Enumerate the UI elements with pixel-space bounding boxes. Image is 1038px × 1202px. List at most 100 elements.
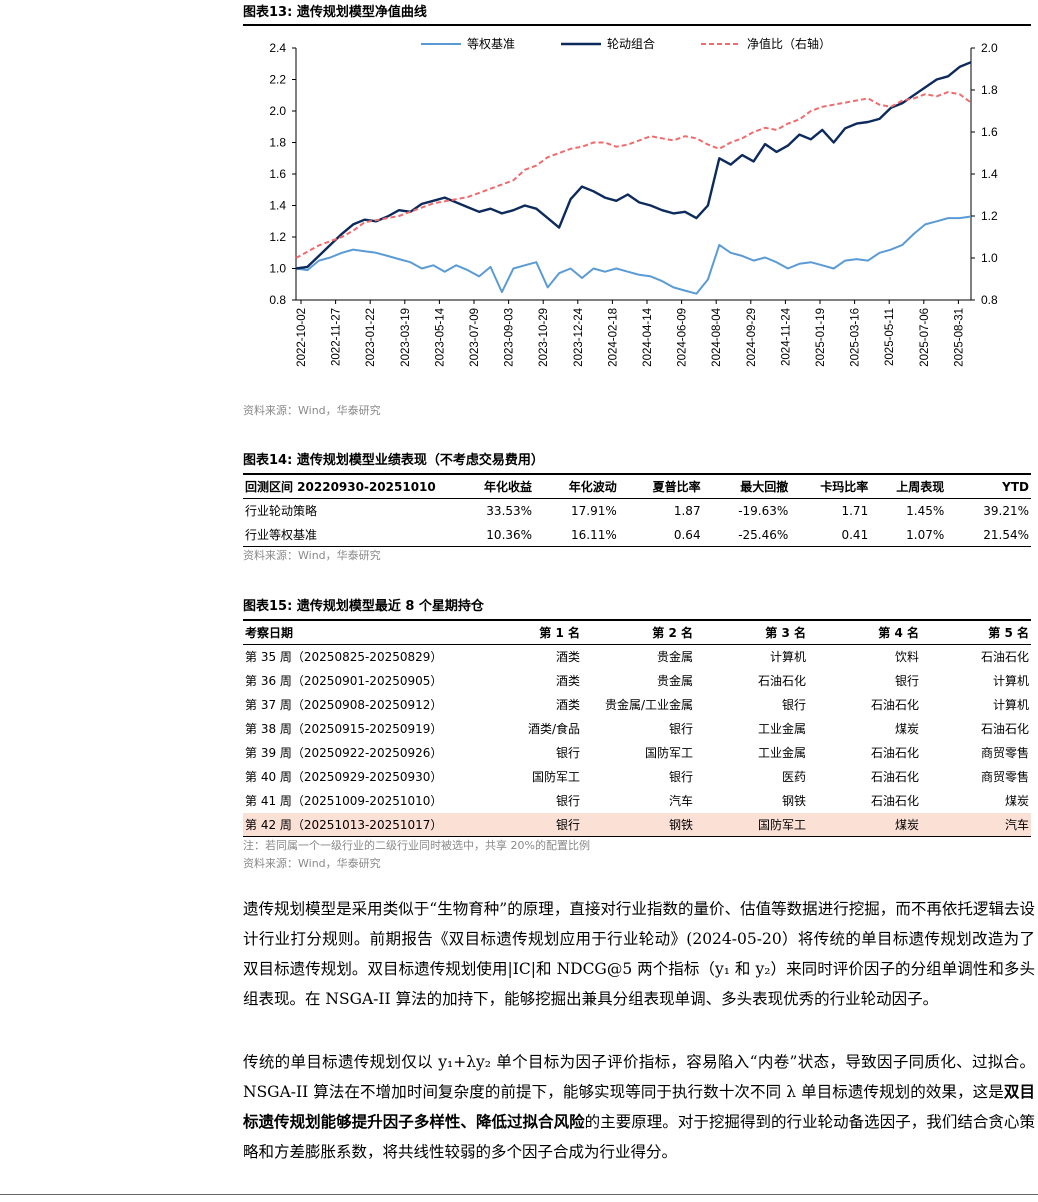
table-cell: 医药 bbox=[781, 770, 806, 784]
left-tick-label: 0.8 bbox=[269, 293, 286, 307]
fig14-bottom-rule bbox=[243, 546, 1031, 547]
right-tick-label: 1.2 bbox=[981, 209, 998, 223]
col-header: 卡玛比率 bbox=[820, 480, 869, 494]
legend-label: 净值比（右轴） bbox=[747, 36, 831, 51]
left-tick-label: 1.6 bbox=[269, 167, 286, 181]
x-tick-label: 2023-10-29 bbox=[538, 308, 550, 367]
left-tick-label: 2.4 bbox=[269, 41, 286, 55]
table-cell: 酒类/食品 bbox=[527, 722, 580, 736]
table-cell: 行业轮动策略 bbox=[245, 504, 318, 518]
table-cell: -25.46% bbox=[738, 528, 789, 542]
x-tick-label: 2025-08-31 bbox=[953, 308, 965, 367]
x-tick-label: 2024-04-14 bbox=[642, 307, 654, 366]
table-cell: 第 36 周（20250901-20250905） bbox=[245, 674, 443, 688]
paragraph-2: 传统的单目标遗传规划仅以 y₁+λy₂ 单个目标为因子评价指标，容易陷入“内卷”… bbox=[243, 1047, 1035, 1167]
table-cell: 银行 bbox=[668, 770, 693, 784]
table-row-highlighted: 第 42 周（20251013-20251017） 银行 钢铁 国防军工 煤炭 … bbox=[243, 813, 1031, 837]
left-tick-label: 1.8 bbox=[269, 136, 286, 150]
table-row: 行业等权基准 10.36% 16.11% 0.64 -25.46% 0.41 1… bbox=[243, 523, 1031, 547]
x-tick-label: 2024-08-04 bbox=[711, 307, 723, 366]
table-cell: 0.41 bbox=[841, 528, 869, 542]
table-cell: -19.63% bbox=[738, 504, 789, 518]
legend-label: 轮动组合 bbox=[607, 36, 655, 51]
col-header: 第 3 名 bbox=[765, 626, 806, 640]
table-cell: 16.11% bbox=[571, 528, 617, 542]
left-tick-label: 1.0 bbox=[269, 262, 286, 276]
right-tick-label: 1.4 bbox=[981, 167, 998, 181]
fig14-title: 图表14: 遗传规划模型业绩表现（不考虑交易费用） bbox=[243, 453, 544, 468]
col-header: 上周表现 bbox=[896, 480, 945, 494]
table-cell: 石油石化 bbox=[870, 770, 919, 784]
col-header: 年化收益 bbox=[484, 480, 533, 494]
x-tick-label: 2025-03-16 bbox=[850, 308, 862, 367]
right-tick-label: 1.6 bbox=[981, 125, 998, 139]
table-row: 第 37 周（20250908-20250912） 酒类 贵金属/工业金属 银行… bbox=[243, 693, 1031, 717]
table-cell: 计算机 bbox=[992, 674, 1029, 688]
table-cell: 钢铁 bbox=[582, 813, 695, 837]
holdings-table: 考察日期 第 1 名 第 2 名 第 3 名 第 4 名 第 5 名 第 35 … bbox=[243, 621, 1031, 837]
table-cell: 21.54% bbox=[983, 528, 1029, 542]
fig15-header-rule bbox=[243, 644, 1031, 645]
x-tick-label: 2023-03-19 bbox=[400, 308, 412, 367]
paragraph-2-emphasis: 双目标遗传规划能够提升因子多样性、降低过拟合风险 bbox=[243, 1082, 1035, 1131]
table-row: 第 36 周（20250901-20250905） 酒类 贵金属 石油石化 银行… bbox=[243, 669, 1031, 693]
table-cell: 饮料 bbox=[894, 650, 919, 664]
table-cell: 第 35 周（20250825-20250829） bbox=[245, 650, 443, 664]
table-cell: 商贸零售 bbox=[980, 770, 1029, 784]
table-cell: 石油石化 bbox=[870, 746, 919, 760]
table-cell: 17.91% bbox=[571, 504, 617, 518]
right-tick-label: 2.0 bbox=[981, 41, 998, 55]
table-cell: 工业金属 bbox=[757, 722, 806, 736]
x-tick-label: 2024-09-29 bbox=[746, 308, 758, 367]
right-tick-label: 1.8 bbox=[981, 83, 998, 97]
table-cell: 银行 bbox=[781, 698, 806, 712]
fig14-source: 资料来源：Wind，华泰研究 bbox=[243, 549, 381, 562]
table-cell: 石油石化 bbox=[980, 722, 1029, 736]
table-header-row: 考察日期 第 1 名 第 2 名 第 3 名 第 4 名 第 5 名 bbox=[243, 621, 1031, 645]
table-cell: 国防军工 bbox=[695, 813, 808, 837]
x-tick-label: 2024-02-18 bbox=[607, 308, 619, 367]
table-cell: 第 42 周（20251013-20251017） bbox=[243, 813, 468, 837]
paragraph-2-text-c: 的主要原理。对于挖掘得到的行业轮动备选因子，我们结合贪心策略和方差膨胀系数，将共… bbox=[243, 1113, 1035, 1161]
table-row: 行业轮动策略 33.53% 17.91% 1.87 -19.63% 1.71 1… bbox=[243, 499, 1031, 523]
x-tick-label: 2024-06-09 bbox=[677, 308, 689, 367]
col-header: 年化波动 bbox=[568, 480, 617, 494]
x-tick-label: 2024-11-24 bbox=[780, 307, 792, 366]
x-tick-label: 2023-09-03 bbox=[504, 308, 516, 367]
x-tick-label: 2022-11-27 bbox=[331, 308, 343, 366]
fig14-title-rule bbox=[243, 473, 1031, 475]
table-cell: 石油石化 bbox=[870, 698, 919, 712]
fig15-title: 图表15: 遗传规划模型最近 8 个星期持仓 bbox=[243, 599, 484, 614]
table-cell: 第 40 周（20250929-20250930） bbox=[245, 770, 443, 784]
left-tick-label: 2.2 bbox=[269, 73, 286, 87]
fig14-header-rule bbox=[243, 498, 1031, 499]
table-cell: 煤炭 bbox=[1004, 794, 1029, 808]
table-cell: 国防军工 bbox=[644, 746, 693, 760]
table-cell: 煤炭 bbox=[894, 722, 919, 736]
table-cell: 39.21% bbox=[983, 504, 1029, 518]
table-row: 第 41 周（20251009-20251010） 银行 汽车 钢铁 石油石化 … bbox=[243, 789, 1031, 813]
x-tick-label: 2022-10-02 bbox=[296, 308, 308, 367]
col-header: 回测区间 20220930-20251010 bbox=[245, 480, 436, 494]
table-cell: 1.45% bbox=[906, 504, 945, 518]
table-cell: 工业金属 bbox=[757, 746, 806, 760]
col-header: 第 5 名 bbox=[988, 626, 1029, 640]
table-cell: 银行 bbox=[555, 746, 580, 760]
legend-label: 等权基准 bbox=[467, 37, 515, 51]
col-header: 第 4 名 bbox=[878, 626, 919, 640]
table-cell: 酒类 bbox=[555, 650, 580, 664]
table-cell: 银行 bbox=[894, 674, 919, 688]
fig13-title: 图表13: 遗传规划模型净值曲线 bbox=[243, 5, 427, 20]
table-cell: 商贸零售 bbox=[980, 746, 1029, 760]
fig15-bottom-rule bbox=[243, 836, 1031, 837]
table-cell: 银行 bbox=[555, 794, 580, 808]
table-cell: 第 37 周（20250908-20250912） bbox=[245, 698, 443, 712]
table-cell: 行业等权基准 bbox=[245, 528, 318, 542]
table-cell: 10.36% bbox=[486, 528, 533, 542]
series-line-0 bbox=[295, 215, 972, 295]
left-tick-label: 1.2 bbox=[269, 230, 286, 244]
col-header: 夏普比率 bbox=[652, 480, 701, 494]
table-cell: 石油石化 bbox=[870, 794, 919, 808]
left-tick-label: 2.0 bbox=[269, 104, 286, 118]
paragraph-2-text-a: 传统的单目标遗传规划仅以 y₁+λy₂ 单个目标为因子评价指标，容易陷入“内卷”… bbox=[243, 1053, 1035, 1101]
